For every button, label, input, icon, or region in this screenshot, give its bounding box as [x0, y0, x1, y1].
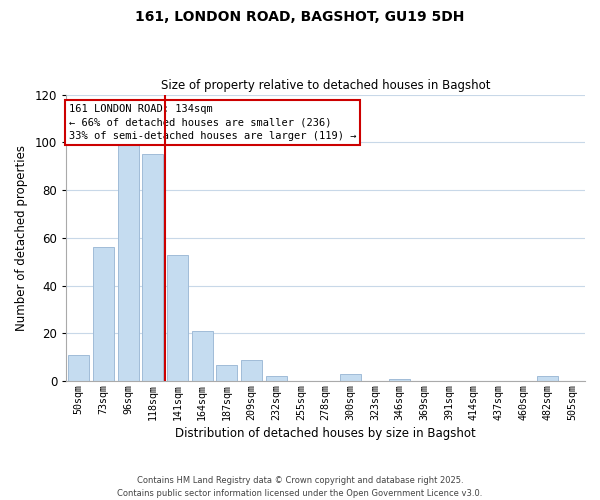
Bar [340, 374, 361, 382]
Bar [389, 379, 410, 382]
Text: 161, LONDON ROAD, BAGSHOT, GU19 5DH: 161, LONDON ROAD, BAGSHOT, GU19 5DH [136, 10, 464, 24]
Bar [538, 376, 559, 382]
Bar [241, 360, 262, 382]
Bar [142, 154, 163, 382]
Bar [191, 331, 212, 382]
X-axis label: Distribution of detached houses by size in Bagshot: Distribution of detached houses by size … [175, 427, 476, 440]
Text: Contains HM Land Registry data © Crown copyright and database right 2025.
Contai: Contains HM Land Registry data © Crown c… [118, 476, 482, 498]
Title: Size of property relative to detached houses in Bagshot: Size of property relative to detached ho… [161, 79, 490, 92]
Bar [93, 248, 114, 382]
Bar [68, 355, 89, 382]
Bar [217, 364, 238, 382]
Bar [167, 254, 188, 382]
Text: 161 LONDON ROAD: 134sqm
← 66% of detached houses are smaller (236)
33% of semi-d: 161 LONDON ROAD: 134sqm ← 66% of detache… [69, 104, 356, 141]
Bar [118, 140, 139, 382]
Bar [266, 376, 287, 382]
Y-axis label: Number of detached properties: Number of detached properties [15, 145, 28, 331]
